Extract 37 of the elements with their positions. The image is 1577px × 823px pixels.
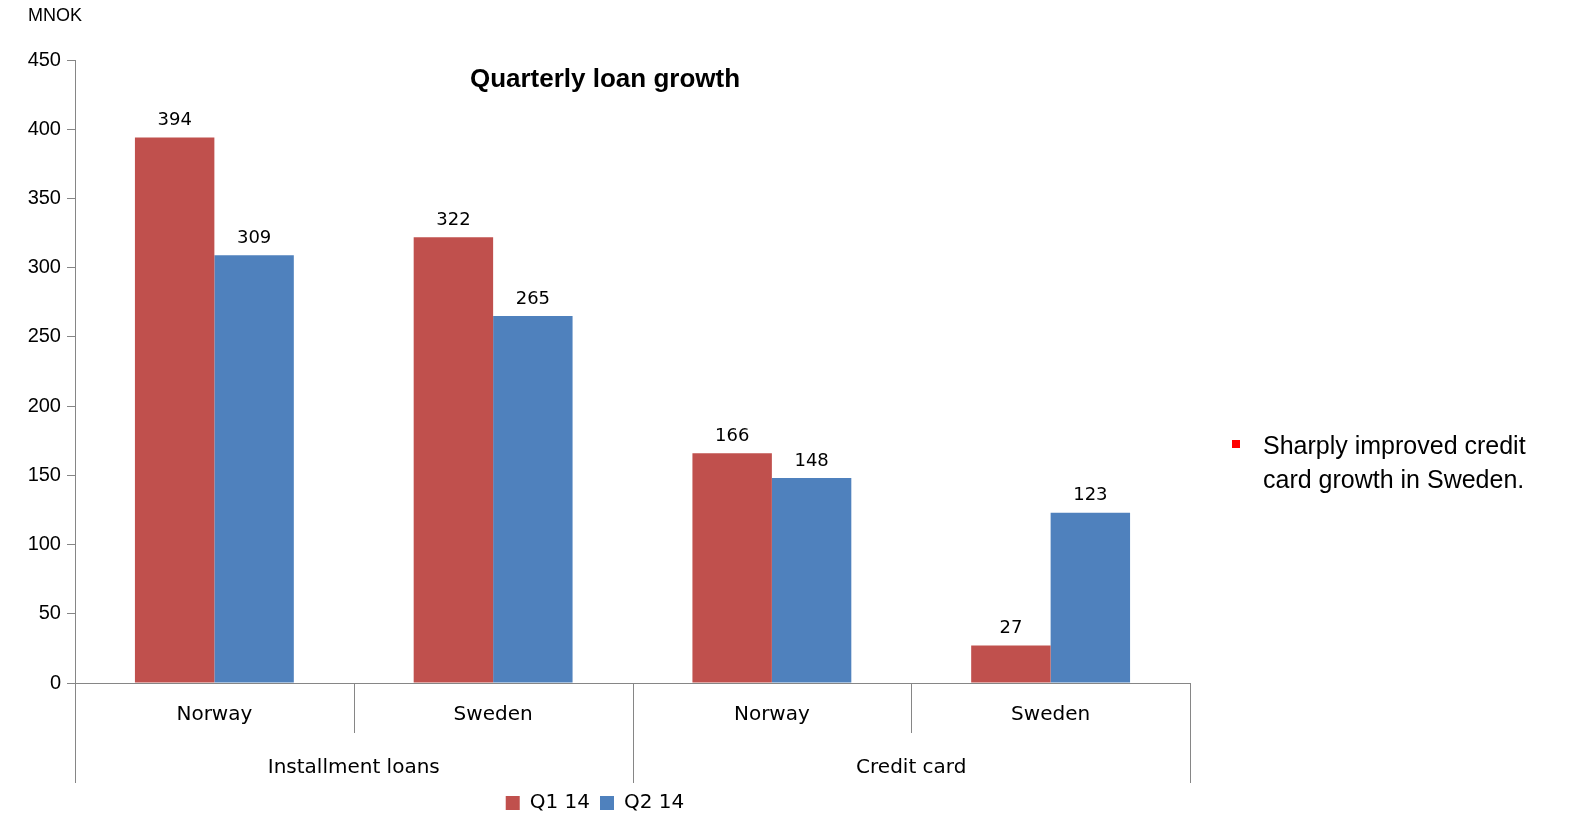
- data-label: 123: [1073, 483, 1108, 505]
- data-label: 309: [236, 225, 272, 247]
- y-tick-label: 200: [27, 393, 61, 416]
- data-label: 166: [714, 423, 750, 445]
- data-label: 322: [436, 207, 471, 229]
- bar: [214, 255, 294, 683]
- legend-label: Q2 14: [624, 789, 685, 814]
- data-label: 27: [999, 616, 1023, 638]
- bar: [134, 137, 215, 683]
- y-tick-label: 0: [49, 670, 61, 693]
- x-tick-label: Norway: [733, 701, 810, 726]
- data-label: 265: [515, 286, 551, 308]
- bar: [413, 237, 494, 683]
- y-tick-label: 150: [27, 462, 61, 485]
- bar: [971, 645, 1051, 683]
- data-label: 394: [157, 108, 192, 130]
- bar: [692, 453, 772, 683]
- bar: [771, 478, 852, 683]
- x-tick-label: Sweden: [1011, 701, 1091, 726]
- y-tick-label: 400: [27, 116, 61, 139]
- data-label: 148: [794, 448, 829, 470]
- text: Installment loans: [267, 754, 440, 779]
- legend-label: Q1 14: [529, 789, 591, 814]
- y-tick-label: 450: [27, 47, 61, 70]
- y-axis-title: MNOK: [28, 4, 82, 25]
- text: Sharply improved credit card growth in Sweden.: [1263, 430, 1527, 495]
- y-tick-label: 250: [27, 324, 61, 347]
- bar: [493, 316, 573, 683]
- text: Credit card: [856, 754, 967, 779]
- x-tick-label: Sweden: [453, 701, 533, 726]
- chart-title: Quarterly loan growth: [469, 63, 741, 94]
- x-tick-label: Norway: [176, 701, 253, 726]
- y-tick-label: 350: [27, 185, 61, 208]
- y-tick-label: 300: [27, 255, 61, 278]
- y-tick-label: 50: [38, 601, 61, 624]
- bar: [1050, 512, 1131, 683]
- y-tick-label: 100: [27, 532, 61, 555]
